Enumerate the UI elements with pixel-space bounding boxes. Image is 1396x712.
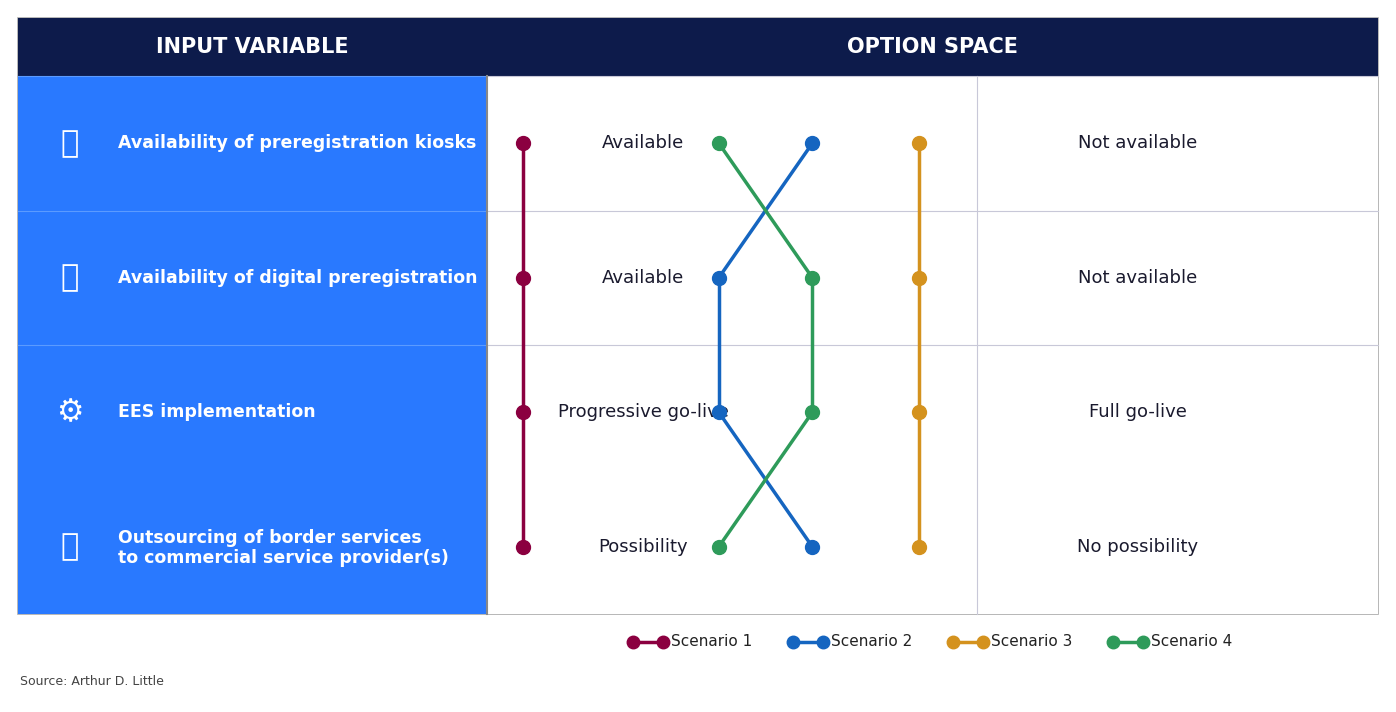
Text: OPTION SPACE: OPTION SPACE bbox=[847, 37, 1018, 57]
Text: Possibility: Possibility bbox=[599, 538, 688, 556]
Text: to commercial service provider(s): to commercial service provider(s) bbox=[119, 549, 450, 567]
Bar bbox=[487, 479, 1378, 614]
Text: No possibility: No possibility bbox=[1076, 538, 1198, 556]
Text: Availability of preregistration kiosks: Availability of preregistration kiosks bbox=[119, 135, 476, 152]
Text: Scenario 2: Scenario 2 bbox=[831, 634, 912, 649]
Bar bbox=[18, 76, 487, 211]
Text: Outsourcing of border services: Outsourcing of border services bbox=[119, 529, 422, 547]
Bar bbox=[18, 211, 487, 345]
Text: ⚙: ⚙ bbox=[56, 398, 84, 426]
Text: Available: Available bbox=[602, 268, 684, 287]
Text: 🧩: 🧩 bbox=[61, 533, 80, 561]
Text: Not available: Not available bbox=[1078, 268, 1198, 287]
Bar bbox=[487, 211, 1378, 345]
Text: Scenario 1: Scenario 1 bbox=[670, 634, 752, 649]
Text: Scenario 4: Scenario 4 bbox=[1150, 634, 1231, 649]
Text: Availability of digital preregistration: Availability of digital preregistration bbox=[119, 268, 477, 287]
Text: Source: Arthur D. Little: Source: Arthur D. Little bbox=[20, 675, 163, 688]
Bar bbox=[18, 18, 1378, 76]
Text: EES implementation: EES implementation bbox=[119, 403, 315, 422]
Text: Full go-live: Full go-live bbox=[1089, 403, 1187, 422]
Text: Available: Available bbox=[602, 135, 684, 152]
Bar bbox=[18, 345, 487, 479]
Text: Progressive go-live: Progressive go-live bbox=[557, 403, 729, 422]
Bar bbox=[487, 345, 1378, 479]
Bar bbox=[487, 76, 1378, 211]
Text: Not available: Not available bbox=[1078, 135, 1198, 152]
Text: Scenario 3: Scenario 3 bbox=[991, 634, 1072, 649]
Text: 📋: 📋 bbox=[61, 263, 80, 292]
Text: 🖥: 🖥 bbox=[61, 129, 80, 158]
Bar bbox=[18, 18, 1378, 614]
Text: INPUT VARIABLE: INPUT VARIABLE bbox=[156, 37, 349, 57]
Bar bbox=[18, 479, 487, 614]
